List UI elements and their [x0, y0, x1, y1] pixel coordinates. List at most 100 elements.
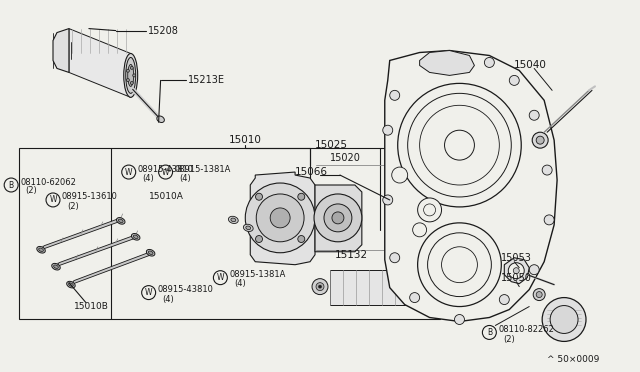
Circle shape — [542, 165, 552, 175]
Bar — [330, 270, 404, 305]
Circle shape — [442, 280, 447, 285]
Circle shape — [312, 279, 328, 295]
Circle shape — [319, 285, 321, 288]
Text: B: B — [487, 328, 492, 337]
Circle shape — [131, 81, 133, 84]
Text: (4): (4) — [143, 173, 154, 183]
Circle shape — [324, 204, 352, 232]
Circle shape — [529, 265, 539, 275]
Text: W: W — [49, 195, 57, 205]
Text: 15020: 15020 — [330, 153, 361, 163]
Circle shape — [413, 278, 417, 282]
Text: 15132: 15132 — [335, 250, 368, 260]
Circle shape — [413, 223, 427, 237]
Bar — [19, 148, 440, 320]
Ellipse shape — [52, 263, 60, 270]
Circle shape — [536, 292, 542, 298]
Ellipse shape — [133, 235, 138, 238]
Ellipse shape — [128, 64, 134, 86]
Circle shape — [442, 247, 477, 283]
Circle shape — [509, 76, 519, 86]
Circle shape — [550, 305, 578, 333]
Circle shape — [420, 278, 429, 287]
Text: (2): (2) — [503, 335, 515, 344]
Text: 08915-43810: 08915-43810 — [157, 285, 214, 294]
Ellipse shape — [125, 58, 136, 93]
Text: 15010B: 15010B — [74, 302, 109, 311]
Ellipse shape — [118, 219, 123, 222]
Text: 15050: 15050 — [501, 273, 532, 283]
Circle shape — [122, 165, 136, 179]
Ellipse shape — [67, 281, 75, 288]
Circle shape — [298, 235, 305, 243]
Circle shape — [428, 233, 492, 296]
Circle shape — [536, 136, 544, 144]
Circle shape — [397, 83, 521, 207]
Circle shape — [159, 165, 173, 179]
Ellipse shape — [246, 226, 251, 230]
Polygon shape — [315, 185, 362, 252]
Text: 15208: 15208 — [148, 26, 179, 36]
Circle shape — [420, 105, 499, 185]
Ellipse shape — [147, 250, 155, 256]
Circle shape — [316, 283, 324, 291]
Text: B: B — [8, 180, 13, 189]
Text: 08915-1381A: 08915-1381A — [229, 270, 285, 279]
Ellipse shape — [243, 224, 253, 231]
Text: (2): (2) — [67, 202, 79, 211]
Text: (4): (4) — [234, 279, 246, 288]
Circle shape — [256, 194, 304, 242]
Text: 15040: 15040 — [515, 61, 547, 70]
Text: ^ 50×0009: ^ 50×0009 — [547, 355, 599, 364]
Circle shape — [529, 110, 539, 120]
Ellipse shape — [148, 251, 153, 254]
Ellipse shape — [231, 218, 236, 222]
Text: W: W — [145, 288, 152, 297]
Circle shape — [298, 193, 305, 200]
Text: W: W — [216, 273, 224, 282]
Text: 15025: 15025 — [315, 140, 348, 150]
Ellipse shape — [68, 283, 73, 286]
Polygon shape — [385, 51, 557, 321]
Ellipse shape — [36, 247, 45, 253]
Circle shape — [390, 253, 400, 263]
Text: 08110-62062: 08110-62062 — [20, 177, 76, 186]
Circle shape — [4, 178, 18, 192]
Circle shape — [410, 275, 419, 284]
Circle shape — [332, 212, 344, 224]
Circle shape — [433, 278, 436, 282]
Circle shape — [430, 275, 439, 284]
Circle shape — [483, 326, 497, 339]
Circle shape — [270, 208, 290, 228]
Ellipse shape — [157, 116, 164, 122]
Circle shape — [383, 195, 393, 205]
Circle shape — [314, 194, 362, 242]
Circle shape — [499, 295, 509, 305]
Circle shape — [255, 193, 262, 200]
Circle shape — [126, 78, 129, 81]
Text: (2): (2) — [25, 186, 37, 195]
Text: (4): (4) — [163, 295, 174, 304]
Text: 08915-13610: 08915-13610 — [62, 192, 118, 202]
Circle shape — [440, 278, 449, 287]
Polygon shape — [71, 252, 150, 285]
Circle shape — [533, 289, 545, 301]
Circle shape — [390, 90, 400, 100]
Text: 15053: 15053 — [501, 253, 532, 263]
Polygon shape — [250, 172, 315, 265]
Polygon shape — [53, 29, 69, 73]
Circle shape — [245, 183, 315, 253]
Text: (4): (4) — [180, 173, 191, 183]
Circle shape — [424, 204, 436, 216]
Polygon shape — [56, 235, 136, 267]
Text: 15213E: 15213E — [188, 76, 225, 86]
Circle shape — [46, 193, 60, 207]
Circle shape — [513, 268, 519, 274]
Polygon shape — [41, 218, 121, 250]
Text: 08110-82262: 08110-82262 — [499, 325, 554, 334]
Polygon shape — [420, 51, 474, 76]
Circle shape — [532, 132, 548, 148]
Circle shape — [544, 215, 554, 225]
Circle shape — [392, 167, 408, 183]
Text: 15010A: 15010A — [148, 192, 184, 202]
